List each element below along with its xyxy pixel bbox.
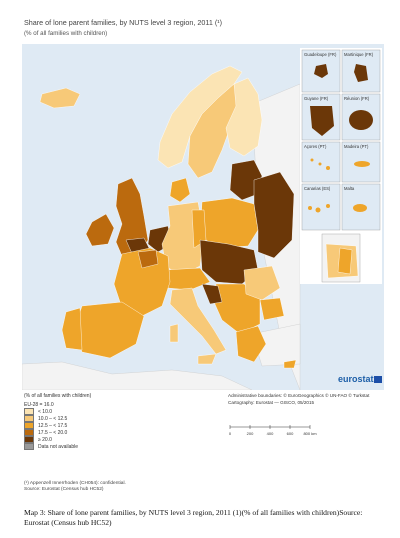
- map-title: Share of lone parent families, by NUTS l…: [24, 18, 223, 27]
- scale-label: 400: [267, 431, 274, 436]
- inset-acores: [301, 141, 341, 183]
- footnote: (¹) Appenzell Innerrhoden (CH054): confi…: [24, 481, 126, 493]
- scale-label: 200: [247, 431, 254, 436]
- legend-label: Data not available: [38, 443, 79, 450]
- admin-line-1: Administrative boundaries: © EuroGeograp…: [228, 393, 370, 398]
- figure-caption: Map 3: Share of lone parent families, by…: [24, 508, 363, 527]
- inset-label-reunion: Réunion (FR): [344, 96, 370, 101]
- legend-class-3: 17.5 – < 20.0: [24, 429, 91, 436]
- legend-label: 12.5 – < 17.5: [38, 422, 68, 429]
- region-romania: [243, 265, 281, 301]
- inset-panels: Guadeloupe (FR) Martinique (FR) Guyane (…: [300, 48, 382, 284]
- legend-swatch: [24, 408, 34, 415]
- legend-swatch: [24, 436, 34, 443]
- inset-label-guadeloupe: Guadeloupe (FR): [304, 52, 337, 57]
- inset-label-canarias: Canarias (ES): [304, 186, 331, 191]
- inset-label-martinique: Martinique (FR): [344, 52, 374, 57]
- scale-label: 0: [229, 431, 232, 436]
- scale-label: 600: [287, 431, 294, 436]
- legend-label: 10.0 – < 12.5: [38, 415, 68, 422]
- region-sicily: [197, 353, 217, 365]
- legend-class-0: < 10.0: [24, 408, 91, 415]
- inset-martinique: [341, 49, 381, 93]
- region-denmark: [169, 177, 191, 203]
- region-iceland: [39, 87, 81, 109]
- north-africa-land: [22, 361, 253, 390]
- inset-label-guyane: Guyane (FR): [304, 96, 329, 101]
- legend-swatch: [24, 429, 34, 436]
- region-germany-east: [191, 209, 207, 249]
- region-finland: [225, 77, 263, 157]
- europe-map: Guadeloupe (FR) Martinique (FR) Guyane (…: [22, 44, 384, 390]
- footnote-confidential: (¹) Appenzell Innerrhoden (CH054): confi…: [24, 481, 126, 486]
- legend: (% of all families with children) EU-28 …: [24, 393, 91, 450]
- inset-label-acores: Açores (PT): [304, 144, 327, 149]
- admin-boundaries: Administrative boundaries: © EuroGeograp…: [228, 393, 369, 406]
- legend-eu-value: EU-28 = 16.0: [24, 401, 91, 408]
- legend-class-4: ≥ 20.0: [24, 436, 91, 443]
- legend-label: 17.5 – < 20.0: [38, 429, 68, 436]
- legend-eu-value-text: EU-28 = 16.0: [24, 401, 54, 408]
- inset-label-madeira: Madeira (PT): [344, 144, 369, 149]
- legend-class-5: Data not available: [24, 443, 91, 450]
- eu-flag-icon: [374, 376, 382, 383]
- legend-swatch: [24, 415, 34, 422]
- legend-label: < 10.0: [38, 408, 53, 415]
- admin-line-2: Cartography: Eurostat — GISCO, 05/2015: [228, 399, 315, 405]
- scale-bar: 0 200 400 600 800 km: [229, 425, 317, 436]
- region-france-north: [137, 249, 159, 269]
- scale-label: 800 km: [303, 431, 317, 436]
- legend-title: (% of all families with children): [24, 393, 92, 399]
- legend-swatch: [24, 422, 34, 429]
- region-ireland: [85, 213, 115, 247]
- map-subtitle: (% of all families with children): [24, 30, 108, 37]
- legend-class-2: 12.5 – < 17.5: [24, 422, 91, 429]
- region-croatia: [201, 283, 223, 305]
- legend-class-1: 10.0 – < 12.5: [24, 415, 91, 422]
- legend-swatch: [24, 443, 34, 450]
- region-poland: [199, 197, 259, 249]
- region-cyprus: [283, 359, 297, 369]
- region-east-dark: [253, 171, 295, 259]
- region-italy: [169, 287, 227, 355]
- inset-label-malta: Malta: [344, 186, 355, 191]
- footnote-source: Source: Eurostat (Census hub HC52): [24, 487, 104, 492]
- region-sardinia: [169, 323, 179, 343]
- legend-classes: < 10.0 10.0 – < 12.5 12.5 – < 17.5 17.5 – <…: [24, 408, 91, 450]
- eurostat-logo-text: eurostat: [338, 374, 374, 384]
- legend-label: ≥ 20.0: [38, 436, 52, 443]
- region-bulgaria: [259, 297, 285, 321]
- region-greece: [235, 325, 267, 363]
- region-portugal: [61, 307, 83, 351]
